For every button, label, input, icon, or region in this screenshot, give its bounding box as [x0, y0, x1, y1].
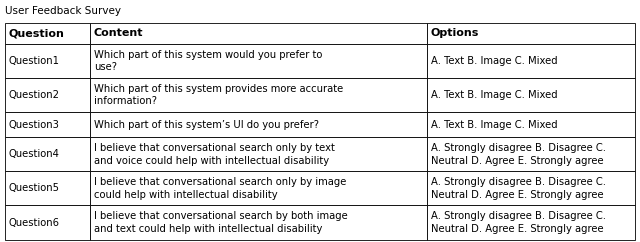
- Text: User Feedback Survey: User Feedback Survey: [5, 6, 121, 16]
- Text: Question5: Question5: [9, 183, 60, 193]
- Bar: [427, 112, 635, 137]
- Text: Question: Question: [9, 28, 65, 38]
- Text: I believe that conversational search only by image
could help with intellectual : I believe that conversational search onl…: [94, 177, 346, 200]
- Text: Content: Content: [94, 28, 143, 38]
- Bar: [427, 171, 635, 205]
- Text: Question1: Question1: [9, 56, 60, 66]
- Text: Which part of this system provides more accurate
information?: Which part of this system provides more …: [94, 84, 343, 106]
- Bar: [90, 137, 427, 171]
- Bar: [5, 78, 90, 112]
- Bar: [427, 23, 635, 44]
- Text: A. Strongly disagree B. Disagree C.
Neutral D. Agree E. Strongly agree: A. Strongly disagree B. Disagree C. Neut…: [431, 211, 606, 234]
- Bar: [5, 171, 90, 205]
- Text: Which part of this system would you prefer to
use?: Which part of this system would you pref…: [94, 50, 323, 72]
- Text: A. Strongly disagree B. Disagree C.
Neutral D. Agree E. Strongly agree: A. Strongly disagree B. Disagree C. Neut…: [431, 177, 606, 200]
- Bar: [90, 171, 427, 205]
- Text: Question4: Question4: [9, 149, 60, 159]
- Text: A. Text B. Image C. Mixed: A. Text B. Image C. Mixed: [431, 56, 557, 66]
- Bar: [90, 78, 427, 112]
- Bar: [90, 23, 427, 44]
- Text: A. Text B. Image C. Mixed: A. Text B. Image C. Mixed: [431, 120, 557, 130]
- Text: Question2: Question2: [9, 90, 60, 100]
- Bar: [427, 44, 635, 78]
- Bar: [5, 205, 90, 240]
- Bar: [5, 112, 90, 137]
- Text: A. Text B. Image C. Mixed: A. Text B. Image C. Mixed: [431, 90, 557, 100]
- Bar: [427, 205, 635, 240]
- Text: Question3: Question3: [9, 120, 60, 130]
- Bar: [5, 44, 90, 78]
- Text: Options: Options: [431, 28, 479, 38]
- Bar: [90, 44, 427, 78]
- Bar: [5, 137, 90, 171]
- Text: I believe that conversational search only by text
and voice could help with inte: I believe that conversational search onl…: [94, 143, 335, 166]
- Bar: [427, 78, 635, 112]
- Text: Which part of this system’s UI do you prefer?: Which part of this system’s UI do you pr…: [94, 120, 319, 130]
- Bar: [90, 205, 427, 240]
- Text: A. Strongly disagree B. Disagree C.
Neutral D. Agree E. Strongly agree: A. Strongly disagree B. Disagree C. Neut…: [431, 143, 606, 166]
- Text: I believe that conversational search by both image
and text could help with inte: I believe that conversational search by …: [94, 211, 348, 234]
- Text: Question6: Question6: [9, 218, 60, 227]
- Bar: [427, 137, 635, 171]
- Bar: [90, 112, 427, 137]
- Bar: [5, 23, 90, 44]
